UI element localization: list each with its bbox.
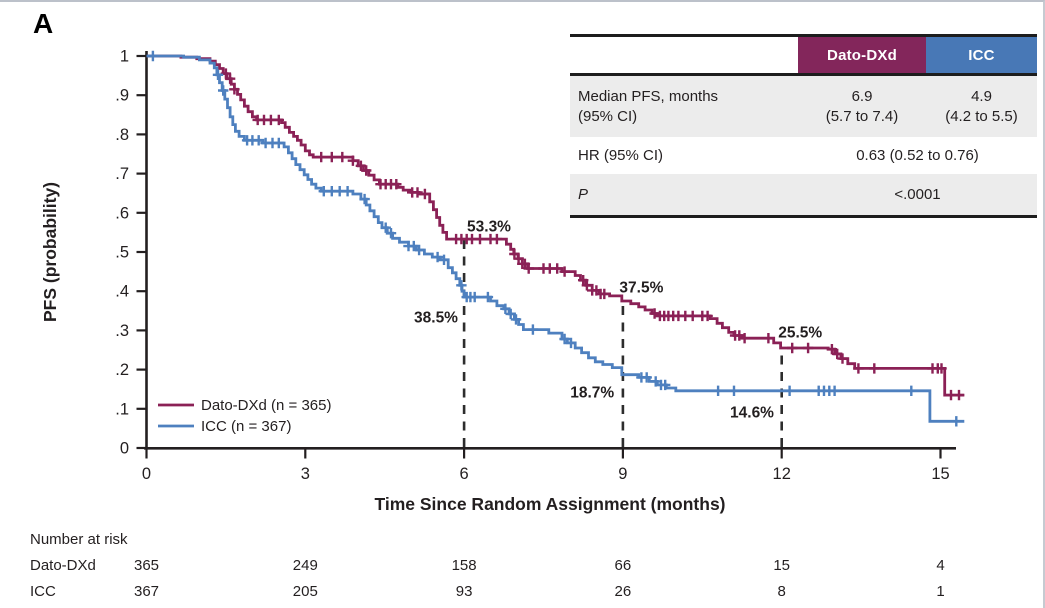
- results-row-hr: HR (95% CI) 0.63 (0.52 to 0.76): [570, 137, 1037, 174]
- risk-row-label: ICC: [30, 583, 56, 600]
- y-tick-label: 0: [120, 440, 129, 458]
- risk-row-label: Dato-DXd: [30, 557, 96, 574]
- risk-count: 205: [293, 583, 318, 600]
- panel-label: A: [33, 8, 54, 39]
- y-tick-label: .8: [115, 126, 129, 144]
- legend-label: Dato-DXd (n = 365): [201, 397, 331, 414]
- km-curve-icc: [146, 54, 965, 423]
- results-header-icc: ICC: [926, 37, 1037, 73]
- km-curve-dato-dxd: [146, 54, 965, 397]
- x-tick-label: 15: [931, 465, 949, 483]
- risk-count: 365: [134, 557, 159, 574]
- risk-count: 1: [936, 583, 944, 600]
- y-tick-label: 1: [120, 48, 129, 66]
- legend-item-dato-dxd: Dato-DXd (n = 365): [158, 397, 331, 414]
- risk-count: 8: [778, 583, 786, 600]
- landmark-label: 25.5%: [778, 325, 822, 342]
- risk-count: 26: [615, 583, 632, 600]
- y-tick-label: .5: [115, 244, 129, 262]
- y-axis-title: PFS (probability): [40, 182, 60, 322]
- x-tick-label: 3: [301, 465, 310, 483]
- legend-label: ICC (n = 367): [201, 418, 291, 435]
- hr-value: 0.63 (0.52 to 0.76): [856, 146, 979, 164]
- median-pfs-icc-value: 4.9 (4.2 to 5.5): [945, 88, 1018, 125]
- risk-count: 4: [936, 557, 944, 574]
- risk-table-title: Number at risk: [30, 531, 128, 548]
- x-tick-label: 9: [618, 465, 627, 483]
- median-pfs-dato-value: 6.9 (5.7 to 7.4): [825, 88, 899, 125]
- censor-marks-dato-dxd: [220, 68, 965, 401]
- x-tick-label: 12: [773, 465, 791, 483]
- median-pfs-label: Median PFS, months (95% CI): [578, 88, 719, 125]
- y-tick-label: .7: [115, 165, 129, 183]
- legend-item-icc: ICC (n = 367): [158, 418, 291, 435]
- landmark-label: 37.5%: [619, 279, 663, 296]
- y-tick-label: .9: [115, 87, 129, 105]
- risk-table: Number at risk Dato-DXd 365 249 158 66 15 4 ICC 3…: [30, 531, 945, 600]
- landmark-label: 53.3%: [467, 219, 511, 236]
- results-table: Dato-DXd ICC Median PFS, months (95% CI)…: [570, 34, 1037, 218]
- landmark-label: 18.7%: [570, 384, 614, 401]
- risk-count: 367: [134, 583, 159, 600]
- hr-label: HR (95% CI): [578, 146, 664, 164]
- p-value: <.0001: [894, 185, 941, 203]
- results-header-blank: [570, 37, 798, 73]
- risk-count: 66: [615, 557, 632, 574]
- risk-count: 93: [456, 583, 473, 600]
- results-table-header: Dato-DXd ICC: [570, 37, 1037, 76]
- y-tick-label: .3: [115, 322, 129, 340]
- x-axis: 0 3 6 9 12 15 Time Since Random Assignment (mo…: [142, 446, 956, 514]
- x-tick-label: 6: [460, 465, 469, 483]
- y-tick-label: .1: [115, 400, 129, 418]
- risk-count: 15: [773, 557, 790, 574]
- p-label: P: [578, 185, 589, 203]
- y-tick-label: .6: [115, 204, 129, 222]
- landmark-label: 38.5%: [414, 310, 458, 327]
- results-row-median-pfs: Median PFS, months (95% CI) 6.9 (5.7 to …: [570, 76, 1037, 137]
- x-tick-label: 0: [142, 465, 151, 483]
- results-header-dato-dxd: Dato-DXd: [798, 37, 926, 73]
- y-tick-label: .2: [115, 361, 129, 379]
- y-tick-label: .4: [115, 283, 129, 301]
- risk-count: 249: [293, 557, 318, 574]
- x-axis-title: Time Since Random Assignment (months): [374, 494, 725, 514]
- risk-count: 158: [452, 557, 477, 574]
- results-row-p: P <.0001: [570, 174, 1037, 215]
- landmark-label: 14.6%: [730, 404, 774, 421]
- censor-marks-icc: [147, 50, 962, 427]
- y-axis: 0 .1 .2 .3 .4 .5 .6 .7 .8 .9 1 PFS (probability): [40, 48, 148, 458]
